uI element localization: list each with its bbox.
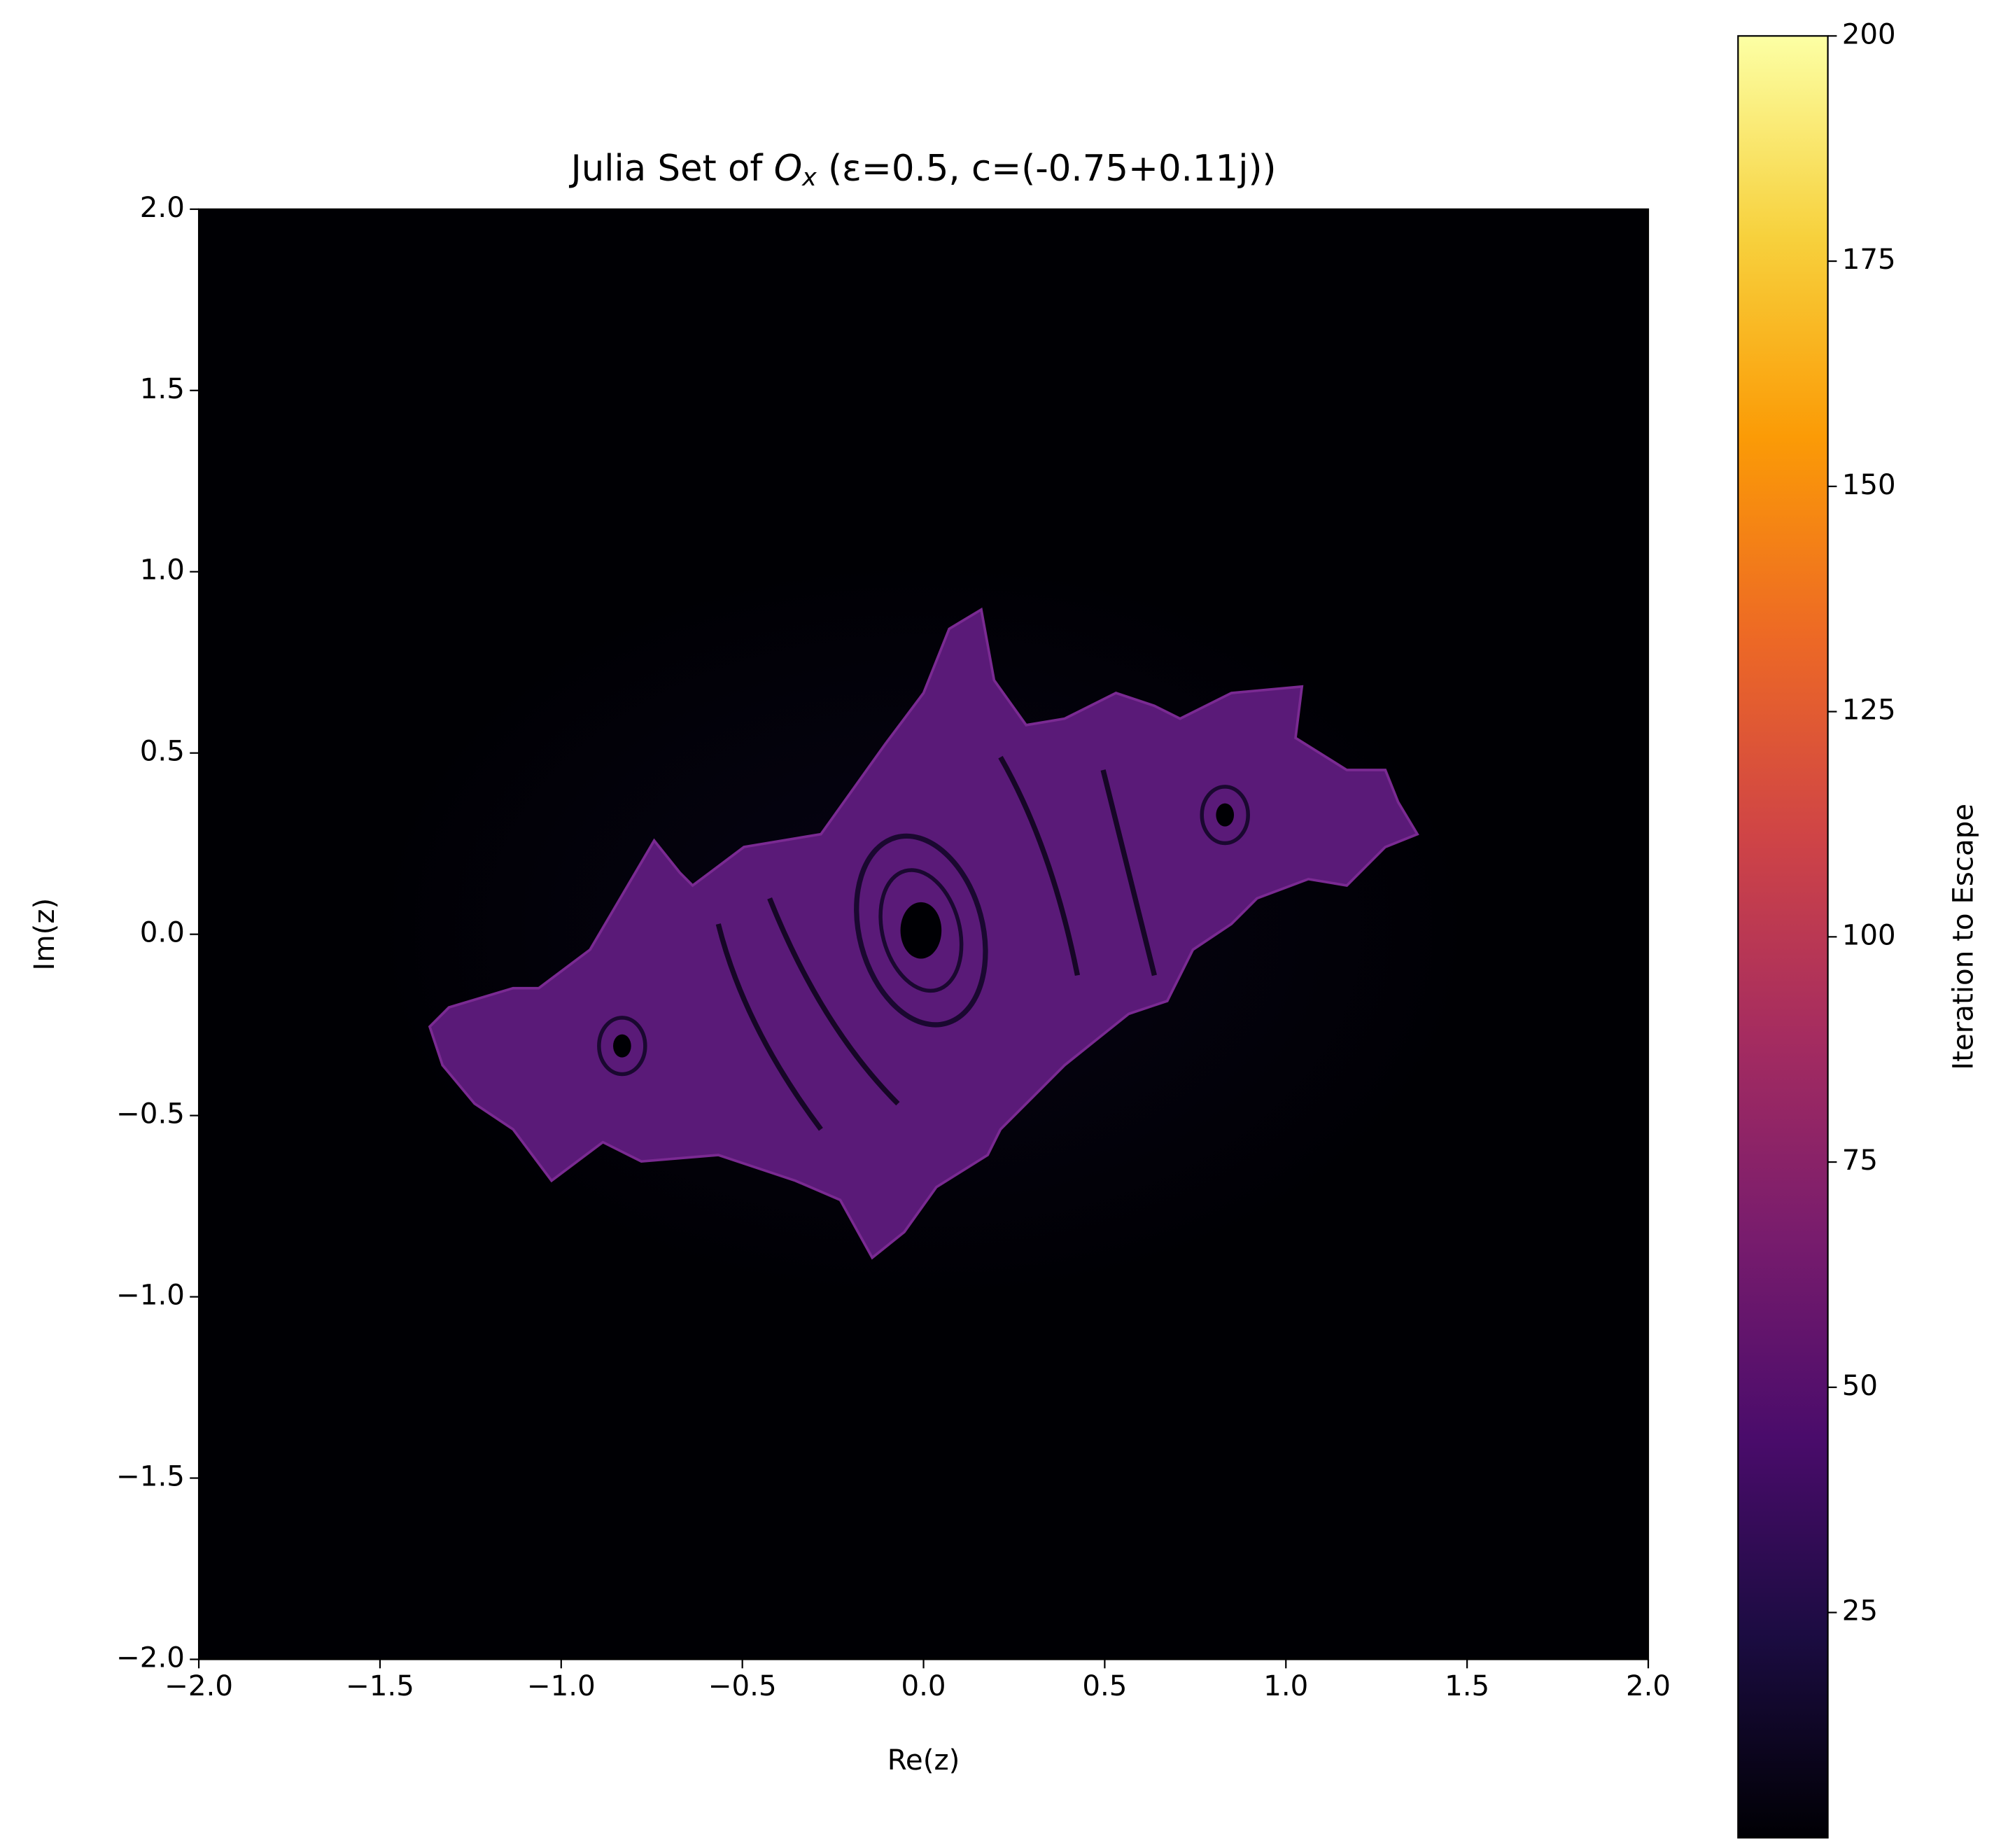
title-part: Julia Set of: [569, 148, 774, 190]
spiral: [878, 868, 964, 993]
x-tick-label: 0.0: [901, 1670, 946, 1702]
y-tick-label: −0.5: [116, 1098, 185, 1130]
colorbar-tick-label: 150: [1842, 468, 1896, 501]
spiral-core: [1216, 803, 1235, 827]
spiral-core: [900, 902, 942, 959]
y-tick-label: 0.0: [140, 916, 185, 949]
x-tick-label: 1.5: [1445, 1670, 1489, 1702]
colorbar: [1738, 36, 1828, 1838]
x-tick-label: −2.0: [164, 1670, 233, 1702]
spiral: [1200, 785, 1250, 846]
colorbar-tick-label: 175: [1842, 243, 1896, 276]
y-tick-label: 2.0: [140, 191, 185, 224]
x-tick-label: −1.0: [527, 1670, 596, 1702]
x-tick-label: 0.5: [1082, 1670, 1127, 1702]
x-tick-label: −0.5: [708, 1670, 777, 1702]
x-tick-label: −1.5: [346, 1670, 414, 1702]
colorbar-tick-label: 125: [1842, 694, 1896, 727]
x-axis-label: Re(z): [887, 1744, 960, 1777]
spiral: [854, 833, 988, 1028]
colorbar-tick-label: 200: [1842, 18, 1896, 50]
y-tick-label: −1.5: [116, 1460, 185, 1493]
chart-title: Julia Set of Ox (ε=0.5, c=(-0.75+0.11j)): [569, 148, 1277, 192]
colorbar-tick-label: 100: [1842, 918, 1896, 951]
fractal-channels: [715, 755, 1157, 1131]
colorbar-tick-label: 25: [1842, 1595, 1878, 1628]
x-tick-label: 2.0: [1626, 1670, 1671, 1702]
y-tick-label: −2.0: [116, 1641, 185, 1674]
spiral: [597, 1016, 647, 1077]
fractal: [428, 607, 1419, 1260]
title-subscript: x: [801, 164, 817, 192]
title-part: (ε=0.5, c=(-0.75+0.11j)): [817, 148, 1277, 190]
title-symbol: O: [774, 148, 802, 190]
colorbar-label: Iteration to Escape: [1947, 804, 1980, 1070]
y-tick-label: 0.5: [140, 735, 185, 768]
y-tick-label: −1.0: [116, 1279, 185, 1312]
y-axis-label: Im(z): [28, 898, 61, 971]
colorbar-tick-label: 50: [1842, 1369, 1878, 1402]
x-tick-label: 1.0: [1263, 1670, 1308, 1702]
colorbar-tick-label: 75: [1842, 1144, 1878, 1177]
y-tick-label: 1.0: [140, 554, 185, 587]
spiral-core: [613, 1034, 631, 1058]
y-tick-label: 1.5: [140, 372, 185, 405]
colorbar-frame: [1737, 35, 1829, 1839]
